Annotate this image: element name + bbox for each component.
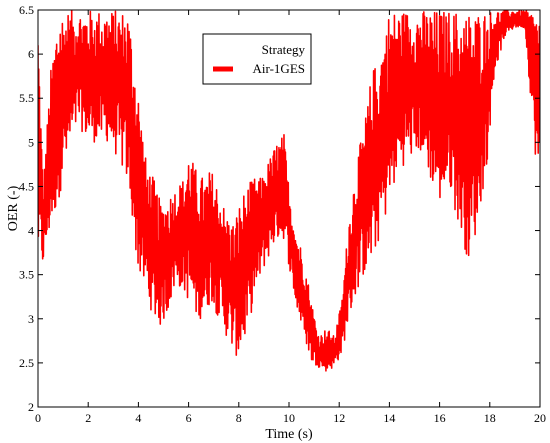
y-tick-label: 3.5 [19,268,34,282]
x-axis-title: Time (s) [265,427,313,442]
legend: Strategy Air-1GES [202,33,312,85]
x-tick-label: 0 [35,411,41,425]
x-tick-label: 6 [186,411,192,425]
y-tick-label: 6.5 [19,3,34,17]
x-tick-label: 20 [534,411,546,425]
series-line-air-1ges [38,10,540,372]
plot-area [38,10,540,372]
y-tick-label: 4 [28,224,34,238]
x-tick-label: 14 [383,411,395,425]
x-tick-label: 8 [236,411,242,425]
legend-box [202,33,312,85]
y-tick-label: 5.5 [19,91,34,105]
y-tick-label: 6 [28,47,34,61]
y-tick-label: 3 [28,312,34,326]
y-axis-title: OER (-) [6,185,21,231]
x-tick-label: 16 [434,411,446,425]
legend-title: Strategy [262,42,306,57]
x-tick-label: 2 [85,411,91,425]
axes: 0 2 4 6 8 10 12 14 16 18 2022.533.544.555.566.5Tim… [6,3,546,442]
legend-entry-label: Air-1GES [253,61,305,76]
x-tick-label: 10 [283,411,295,425]
y-tick-label: 2.5 [19,356,34,370]
y-tick-label: 4.5 [19,179,34,193]
x-tick-label: 12 [333,411,345,425]
x-tick-label: 18 [484,411,496,425]
y-tick-label: 2 [28,400,34,414]
x-tick-label: 4 [135,411,141,425]
y-tick-label: 5 [28,135,34,149]
